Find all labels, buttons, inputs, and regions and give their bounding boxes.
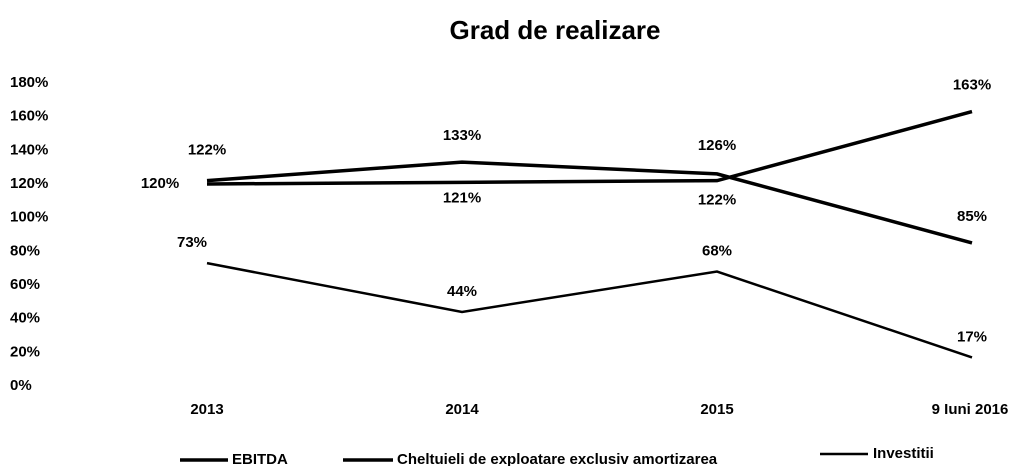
data-label: 85% — [957, 208, 987, 225]
data-label: 17% — [957, 328, 987, 345]
line-series — [206, 261, 973, 359]
x-tick-label: 9 Iuni 2016 — [932, 401, 1009, 418]
y-tick-label: 120% — [10, 175, 48, 192]
data-label: 121% — [443, 189, 481, 206]
y-tick-label: 180% — [10, 74, 48, 91]
y-tick-label: 100% — [10, 209, 48, 226]
data-label: 120% — [141, 175, 179, 192]
y-tick-label: 80% — [10, 242, 40, 259]
y-tick-label: 0% — [10, 377, 32, 394]
y-tick-label: 160% — [10, 108, 48, 125]
chart-title: Grad de realizare — [450, 15, 661, 45]
data-label: 126% — [698, 137, 736, 154]
legend-label: Cheltuieli de exploatare exclusiv amorti… — [397, 451, 718, 466]
data-label: 44% — [447, 283, 477, 300]
y-tick-label: 60% — [10, 276, 40, 293]
x-tick-label: 2013 — [190, 401, 223, 418]
data-label: 122% — [188, 142, 226, 159]
y-tick-label: 40% — [10, 310, 40, 327]
legend-label: Investitii — [873, 445, 934, 462]
x-tick-label: 2015 — [700, 401, 733, 418]
data-label: 73% — [177, 234, 207, 251]
legend-label: EBITDA — [232, 451, 288, 466]
y-tick-label: 140% — [10, 141, 48, 158]
x-tick-label: 2014 — [445, 401, 479, 418]
data-label: 133% — [443, 127, 481, 144]
data-label: 68% — [702, 243, 732, 260]
line-series — [206, 109, 973, 186]
data-label: 122% — [698, 192, 736, 209]
data-label: 163% — [953, 77, 991, 94]
line-series — [206, 160, 973, 245]
y-tick-label: 20% — [10, 343, 40, 360]
